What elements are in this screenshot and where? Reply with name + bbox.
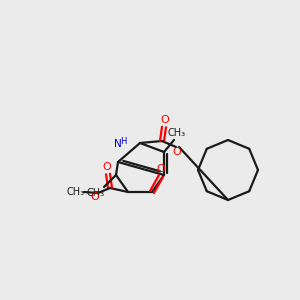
Text: O: O <box>103 162 111 172</box>
Text: O: O <box>91 192 99 202</box>
Text: O: O <box>160 115 169 125</box>
Text: O: O <box>172 147 182 157</box>
Text: CH₃: CH₃ <box>87 188 105 198</box>
Text: CH₃: CH₃ <box>168 128 186 138</box>
Text: O: O <box>157 164 165 174</box>
Text: N: N <box>114 139 122 149</box>
Text: CH₃: CH₃ <box>67 187 85 197</box>
Text: H: H <box>120 137 126 146</box>
